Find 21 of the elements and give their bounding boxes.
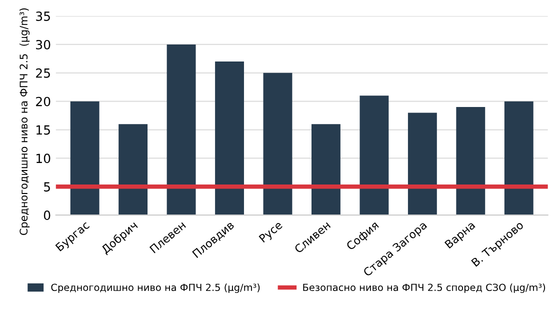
bar <box>263 72 292 216</box>
bar <box>408 112 437 216</box>
y-tick-label: 35 <box>36 12 50 21</box>
y-tick-label: 5 <box>44 182 50 192</box>
bar <box>215 62 244 216</box>
legend-label: Средногодишно ниво на ФПЧ 2.5 (µg/m³) <box>51 284 260 293</box>
bar <box>456 107 486 216</box>
y-tick-label: 20 <box>36 96 50 106</box>
bar <box>166 44 196 216</box>
legend-label: Безопасно ниво на ФПЧ 2.5 според СЗО (µg/m³) <box>303 284 546 293</box>
bar <box>118 124 148 216</box>
y-axis-title: Средногодишно ниво на ФПЧ 2.5 (µg/m³) <box>20 8 30 235</box>
y-tick-label: 25 <box>36 68 50 78</box>
bar <box>312 124 340 216</box>
y-tick-label: 0 <box>44 210 50 220</box>
y-tick-label: 15 <box>36 125 50 135</box>
y-tick-label: 30 <box>36 40 50 50</box>
bar <box>360 96 389 216</box>
bar <box>70 101 100 216</box>
y-tick-label: 10 <box>36 154 50 164</box>
bar <box>504 101 534 216</box>
